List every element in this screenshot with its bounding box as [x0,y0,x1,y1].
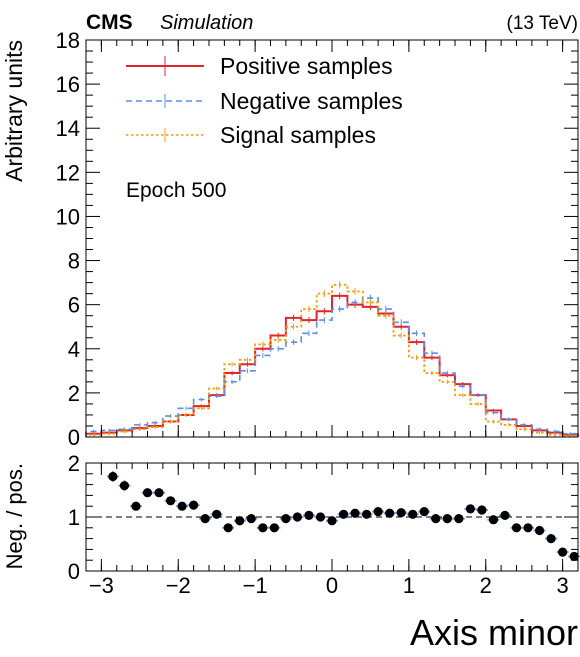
ratio-points-layer [106,471,580,562]
legend-entry-negative: Negative samples [126,88,403,114]
simulation-label: Simulation [160,12,253,34]
ratio-point [269,523,279,533]
legend-negative-label: Negative samples [220,88,403,114]
epoch-annotation: Epoch 500 [126,179,226,202]
ratio-point [350,508,360,518]
main-series-layer [85,281,579,437]
cms-label: CMS [86,11,133,34]
ratio-ytick-label: 1 [68,505,80,530]
legend-entry-signal: Signal samples [126,122,376,148]
energy-label: (13 TeV) [507,13,578,34]
main-ytick-label: 8 [68,249,80,274]
ratio-point [477,505,487,515]
main-ytick-label: 4 [68,337,80,362]
ratio-point [200,514,210,524]
ratio-point [258,523,268,533]
legend-entry-positive: Positive samples [126,53,393,79]
main-ytick-label: 6 [68,293,80,318]
ratio-point [189,500,199,510]
ratio-ticks: 0 1 2 −3 −2 −1 0 1 2 3 [68,451,579,598]
hist-dashed-series [85,297,579,437]
ratio-point [315,512,326,522]
ratio-point [523,523,533,533]
legend: Positive samples Negative samples Signal… [126,53,403,148]
ratio-point [500,510,510,520]
ratio-point [569,551,579,562]
xtick-label: −3 [89,573,114,598]
main-ticks: 0 2 4 6 8 10 12 14 16 18 [56,28,579,450]
xtick-label: −1 [243,573,268,598]
ratio-point [373,507,383,517]
ratio-point [327,516,337,526]
ratio-point [511,523,522,533]
ratio-point [235,516,245,526]
ratio-point [154,488,164,498]
ratio-point [546,534,556,544]
ratio-point [431,514,441,524]
ratio-point [131,501,141,511]
ratio-point [212,509,222,519]
ratio-point [534,525,545,536]
xtick-label: 3 [557,573,569,598]
ratio-point [165,496,176,506]
x-axis-label: Axis minor [410,612,578,653]
ratio-point [119,481,130,491]
ratio-point [465,504,475,514]
ratio-ytick-label: 0 [68,559,80,584]
ratio-point [142,488,153,498]
ratio-point [442,514,452,524]
ratio-point [454,514,464,524]
ratio-point [304,510,314,520]
ratio-point [292,512,303,522]
ratio-point [385,508,395,518]
hist-dotted-series [85,283,579,437]
main-ytick-label: 0 [68,425,80,450]
ratio-panel: 0 1 2 −3 −2 −1 0 1 2 3 Neg. / pos. [2,451,580,598]
ratio-point [361,509,372,519]
ratio-point [419,507,429,517]
ratio-point [223,523,233,533]
main-ytick-label: 10 [56,204,80,229]
xtick-label: −2 [166,573,191,598]
main-y-axis-label: Arbitrary units [1,40,27,182]
ratio-point [396,508,406,518]
ratio-ytick-label: 2 [68,451,80,476]
ratio-point [177,501,187,511]
xtick-label: 2 [480,573,492,598]
main-ytick-label: 14 [56,116,80,141]
ratio-point [488,515,499,525]
main-panel: 0 2 4 6 8 10 12 14 16 18 Arbitrary units [1,28,579,450]
xtick-label: 0 [326,573,338,598]
legend-signal-label: Signal samples [220,122,376,148]
ratio-point [338,509,349,519]
ratio-point [558,547,568,557]
ratio-point [246,514,256,524]
ratio-point [281,514,291,524]
ratio-y-axis-label: Neg. / pos. [2,463,27,569]
ratio-point [408,509,418,519]
main-ytick-label: 18 [56,28,80,53]
main-ytick-label: 16 [56,72,80,97]
main-ytick-label: 12 [56,160,80,185]
xtick-label: 1 [403,573,415,598]
main-ytick-label: 2 [68,381,80,406]
legend-positive-label: Positive samples [220,53,393,79]
ratio-point [108,471,118,482]
